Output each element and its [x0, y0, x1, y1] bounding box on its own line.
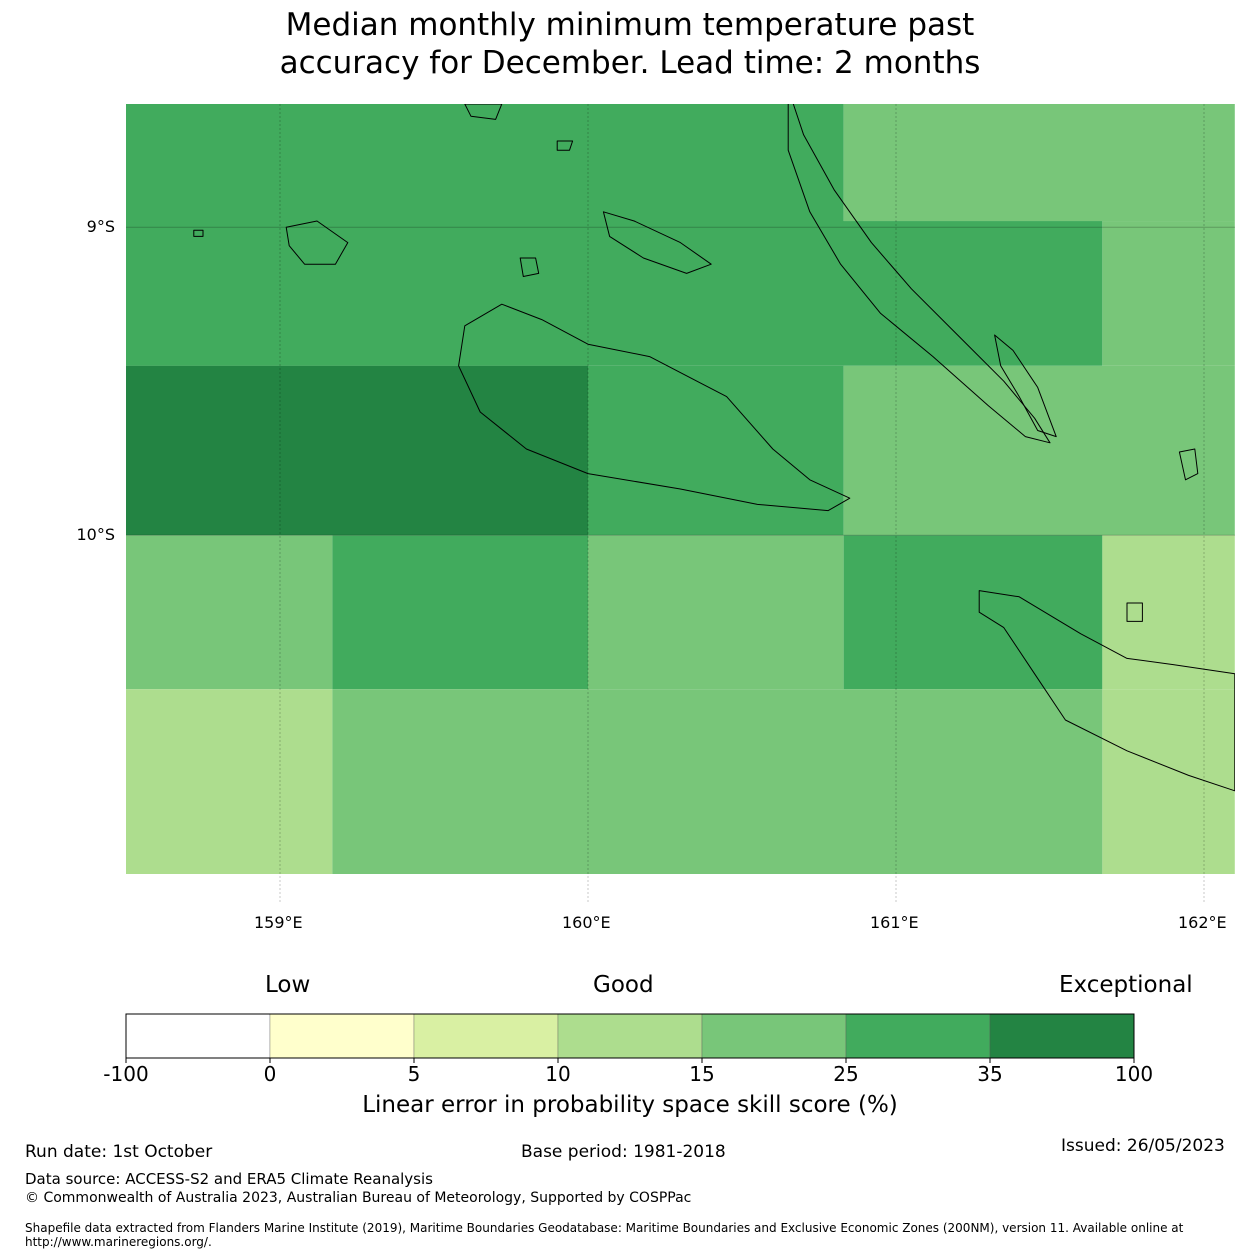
coastline-north-islet-2	[556, 140, 574, 151]
coastline-guadalcanal	[458, 303, 851, 512]
skill-cell-11	[843, 535, 1103, 690]
colorbar-frame	[125, 1013, 1135, 1059]
skill-cell-10	[588, 535, 844, 690]
colorbar-swatch-0	[125, 1013, 271, 1059]
skill-cell-14	[332, 689, 1103, 874]
skill-cell-9	[332, 535, 588, 690]
graticule	[126, 104, 1235, 903]
skill-cell-7	[843, 365, 1235, 536]
coastline-three-sisters	[1126, 602, 1143, 622]
run-date: Run date: 1st October	[25, 1142, 213, 1162]
colorbar-label: Linear error in probability space skill …	[362, 1092, 898, 1118]
colorbar	[125, 1013, 1135, 1063]
skill-cell-5	[126, 365, 588, 536]
colorbar-swatch-5	[845, 1013, 991, 1059]
shapefile-credit-line-1: Shapefile data extracted from Flanders M…	[25, 1221, 1184, 1235]
coastline-malaita	[787, 104, 1051, 444]
coastline-savo	[519, 257, 540, 277]
colorbar-tick-label-4: 15	[689, 1062, 715, 1086]
skill-cell-12	[1102, 535, 1235, 690]
chart-title: Median monthly minimum temperature past …	[0, 6, 1260, 82]
coastline-ulawa	[1178, 448, 1199, 481]
skill-cell-15	[1102, 689, 1235, 874]
coastline-west-islet	[193, 229, 204, 237]
skill-cell-6	[588, 365, 844, 536]
coastline-north-islet-1	[464, 104, 503, 120]
title-line-2: accuracy for December. Lead time: 2 mont…	[279, 45, 981, 81]
colorbar-swatch-2	[413, 1013, 559, 1059]
colorbar-tick-label-5: 25	[833, 1062, 859, 1086]
colorbar-word-low: Low	[265, 972, 311, 998]
lon-label-160: 160°E	[562, 913, 611, 932]
shapefile-credit-line-2: http://www.marineregions.org/.	[25, 1235, 212, 1249]
skill-cell-13	[126, 689, 333, 874]
colorbar-tick-label-3: 10	[545, 1062, 571, 1086]
coastline-small-malaita	[994, 334, 1057, 438]
skill-cell-1	[843, 104, 1235, 222]
coastline-makira	[978, 590, 1235, 792]
coastline-russell-islands	[285, 220, 349, 265]
skill-cells	[126, 104, 1235, 874]
copyright: © Commonwealth of Australia 2023, Austra…	[25, 1190, 692, 1206]
lon-label-159: 159°E	[254, 913, 303, 932]
colorbar-swatch-6	[989, 1013, 1135, 1059]
issued-date: Issued: 26/05/2023	[1061, 1136, 1225, 1156]
colorbar-tick-label-6: 35	[977, 1062, 1003, 1086]
colorbar-tick-label-2: 5	[407, 1062, 421, 1086]
skill-cell-2	[126, 221, 1103, 366]
lat-label-9: 9°S	[86, 217, 115, 237]
coastline-florida-islands	[602, 211, 712, 274]
data-source: Data source: ACCESS-S2 and ERA5 Climate …	[25, 1170, 433, 1188]
colorbar-tick-label-0: -100	[103, 1062, 149, 1086]
lon-label-161: 161°E	[870, 913, 919, 932]
colorbar-word-good: Good	[593, 972, 654, 998]
lon-label-162: 162°E	[1178, 913, 1227, 932]
shapefile-credit: Shapefile data extracted from Flanders M…	[25, 1221, 1183, 1249]
title-line-1: Median monthly minimum temperature past	[285, 7, 975, 43]
colorbar-word-exceptional: Exceptional	[1059, 972, 1193, 998]
skill-cell-0	[126, 104, 844, 243]
skill-cell-8	[126, 535, 333, 690]
colorbar-swatch-3	[557, 1013, 703, 1059]
coastlines	[193, 104, 1235, 792]
colorbar-tick-label-1: 0	[263, 1062, 277, 1086]
colorbar-swatch-1	[269, 1013, 415, 1059]
skill-cell-3	[1102, 221, 1235, 366]
base-period: Base period: 1981-2018	[521, 1142, 726, 1162]
colorbar-tick-label-7: 100	[1114, 1062, 1154, 1086]
colorbar-swatch-4	[701, 1013, 847, 1059]
lat-label-10: 10°S	[76, 525, 115, 545]
